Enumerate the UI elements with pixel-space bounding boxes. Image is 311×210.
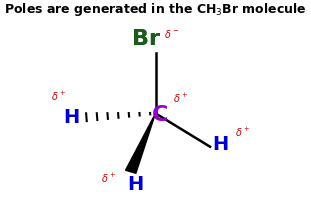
Text: C: C [152, 105, 169, 125]
Text: H: H [63, 108, 79, 127]
Text: H: H [128, 175, 144, 194]
Text: $\delta^+$: $\delta^+$ [51, 90, 66, 103]
Text: $\delta^-$: $\delta^-$ [164, 28, 179, 40]
Text: $\delta^+$: $\delta^+$ [235, 126, 250, 139]
Polygon shape [126, 113, 156, 173]
Text: $\delta^+$: $\delta^+$ [101, 171, 116, 185]
Text: Poles are generated in the CH$_3$Br molecule: Poles are generated in the CH$_3$Br mole… [4, 1, 307, 18]
Text: H: H [212, 135, 228, 154]
Text: Br: Br [132, 29, 160, 49]
Text: $\delta^+$: $\delta^+$ [173, 92, 188, 105]
Text: Br: Br [132, 29, 160, 49]
